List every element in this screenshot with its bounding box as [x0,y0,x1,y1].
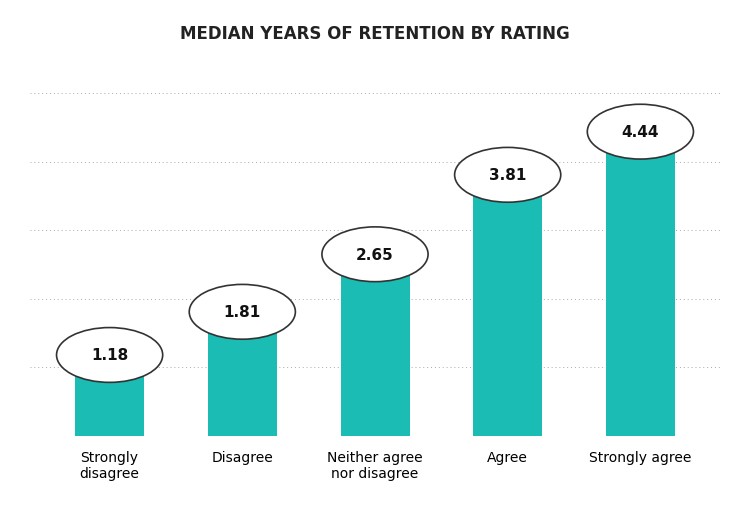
Text: 4.44: 4.44 [622,125,659,140]
Bar [473,175,542,436]
Circle shape [56,328,163,383]
Circle shape [322,227,428,282]
Text: 1.81: 1.81 [224,305,261,320]
Bar [208,312,277,436]
Text: 1.18: 1.18 [91,348,128,363]
Circle shape [454,148,561,203]
Bar [606,132,675,436]
Text: 2.65: 2.65 [356,247,394,262]
Text: 3.81: 3.81 [489,168,526,183]
Bar [340,255,410,436]
Circle shape [189,285,296,339]
Circle shape [587,105,694,160]
Title: MEDIAN YEARS OF RETENTION BY RATING: MEDIAN YEARS OF RETENTION BY RATING [180,25,570,43]
Bar [75,355,144,436]
